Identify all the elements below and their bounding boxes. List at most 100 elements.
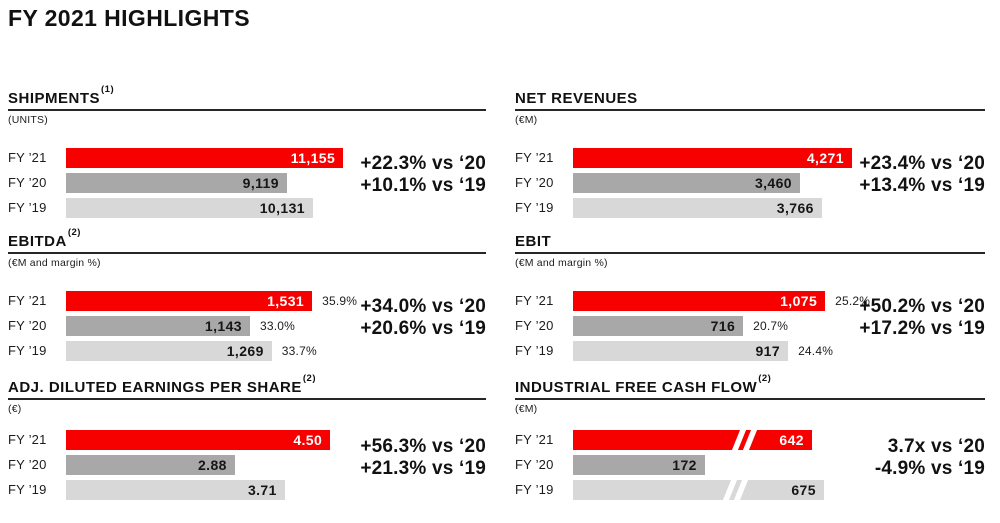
unit-label: (UNITS): [8, 114, 48, 126]
bar-value-label: 3,460: [754, 175, 792, 191]
year-label: FY ’21: [8, 293, 47, 308]
bar-chart: FY ’21 642 FY ’20 172 FY ’19 675: [515, 430, 985, 500]
delta-block: +56.3% vs ‘20 +21.3% vs ‘19: [360, 436, 486, 479]
bar-track: 675: [573, 480, 985, 500]
year-label: FY ’21: [515, 432, 554, 447]
bar-fy19: 675: [573, 480, 824, 500]
chart-row: FY ’21 1,075 25.2%: [515, 291, 985, 311]
bar-track: 716 20.7%: [573, 316, 985, 336]
section-net-revenues: NET REVENUES (€M) FY ’21 4,271 FY ’20 3,460…: [515, 88, 985, 223]
year-label: FY ’19: [515, 200, 554, 215]
bar-track: 2.88: [66, 455, 486, 475]
chart-row: FY ’20 9,119: [8, 173, 486, 193]
section-title-text: NET REVENUES: [515, 90, 638, 107]
bar-track: 172: [573, 455, 985, 475]
chart-row: FY ’19 10,131: [8, 198, 486, 218]
margin-percent-label: 33.0%: [259, 319, 295, 333]
unit-label: (€M): [515, 114, 538, 126]
delta-line: +17.2% vs ‘19: [859, 317, 985, 339]
bar-value-label: 4,271: [806, 150, 844, 166]
chart-row: FY ’19 1,269 33.7%: [8, 341, 486, 361]
section-title-text: ADJ. DILUTED EARNINGS PER SHARE: [8, 379, 302, 396]
section-ebitda: EBITDA(2) (€M and margin %) FY ’21 1,531 3…: [8, 227, 486, 366]
delta-line: +23.4% vs ‘20: [859, 153, 985, 174]
unit-label: (€): [8, 403, 22, 415]
year-label: FY ’19: [515, 343, 554, 358]
delta-line: 3.7x vs ‘20: [887, 436, 985, 457]
year-label: FY ’20: [515, 457, 554, 472]
section-title-text: INDUSTRIAL FREE CASH FLOW: [515, 379, 758, 396]
bar-fy21: 11,155: [66, 148, 344, 168]
bar-value-label: 675: [791, 482, 816, 498]
footnote-ref: (2): [67, 227, 81, 238]
chart-row: FY ’21 11,155: [8, 148, 486, 168]
chart-row: FY ’20 172: [515, 455, 985, 475]
delta-block: 3.7x vs ‘20 -4.9% vs ‘19: [875, 436, 985, 479]
section-adj-diluted-eps: ADJ. DILUTED EARNINGS PER SHARE(2) (€) F…: [8, 373, 486, 505]
margin-percent-label: 25.2%: [835, 294, 871, 308]
bar-chart: FY ’21 1,075 25.2% FY ’20 716 20.7% FY ’19 917 2…: [515, 291, 985, 361]
section-title-text: SHIPMENTS: [8, 90, 101, 107]
bar-fy19: 3,766: [573, 198, 822, 218]
section-title: SHIPMENTS(1): [8, 84, 486, 111]
chart-row: FY ’19 3,766: [515, 198, 985, 218]
chart-row: FY ’20 716 20.7%: [515, 316, 985, 336]
bar-chart: FY ’21 4,271 FY ’20 3,460 FY ’19 3,766: [515, 148, 985, 218]
page-title: FY 2021 HIGHLIGHTS: [8, 5, 250, 31]
unit-label: (€M and margin %): [8, 257, 101, 269]
bar-value-label: 10,131: [259, 200, 305, 216]
year-label: FY ’21: [8, 150, 47, 165]
bar-track: 9,119: [66, 173, 486, 193]
section-industrial-free-cash-flow: INDUSTRIAL FREE CASH FLOW(2) (€M) FY ’21…: [515, 373, 985, 505]
delta-line: +50.2% vs ‘20: [859, 296, 985, 317]
bar-value-label: 2.88: [197, 457, 227, 473]
footnote-ref: (1): [101, 84, 115, 95]
margin-percent-label: 20.7%: [753, 319, 789, 333]
year-label: FY ’20: [8, 457, 47, 472]
bar-fy21: 1,531: [66, 291, 313, 311]
bar-fy19: 1,269: [66, 341, 272, 361]
year-label: FY ’20: [515, 318, 554, 333]
bar-value-label: 172: [672, 457, 697, 473]
delta-line: +20.6% vs ‘19: [360, 317, 486, 339]
delta-line: +34.0% vs ‘20: [360, 296, 486, 317]
year-label: FY ’21: [515, 150, 554, 165]
delta-line: +22.3% vs ‘20: [360, 153, 486, 174]
bar-value-label: 1,269: [226, 343, 264, 359]
delta-block: +23.4% vs ‘20 +13.4% vs ‘19: [859, 153, 985, 196]
delta-line: +13.4% vs ‘19: [859, 174, 985, 196]
bar-track: 1,075 25.2%: [573, 291, 985, 311]
bar-fy19: 3.71: [66, 480, 285, 500]
section-title: NET REVENUES: [515, 88, 985, 111]
bar-fy21: 4,271: [573, 148, 852, 168]
delta-block: +34.0% vs ‘20 +20.6% vs ‘19: [360, 296, 486, 339]
bar-track: 10,131: [66, 198, 486, 218]
section-shipments: SHIPMENTS(1) (UNITS) FY ’21 11,155 FY ’20 9…: [8, 84, 486, 223]
bar-value-label: 11,155: [290, 150, 336, 166]
chart-row: FY ’19 3.71: [8, 480, 486, 500]
footnote-ref: (2): [758, 373, 772, 384]
bar-fy20: 716: [573, 316, 744, 336]
bar-value-label: 4.50: [293, 432, 323, 448]
bar-value-label: 917: [755, 343, 781, 359]
year-label: FY ’20: [8, 318, 47, 333]
bar-fy20: 9,119: [66, 173, 287, 193]
section-title: EBITDA(2): [8, 227, 486, 254]
footnote-ref: (2): [302, 373, 316, 384]
chart-row: FY ’21 4.50: [8, 430, 486, 450]
chart-row: FY ’21 1,531 35.9%: [8, 291, 486, 311]
bar-value-label: 1,075: [780, 293, 818, 309]
bar-track: 3.71: [66, 480, 486, 500]
bar-fy20: 1,143: [66, 316, 250, 336]
year-label: FY ’19: [8, 343, 47, 358]
year-label: FY ’21: [8, 432, 47, 447]
bar-fy19: 917: [573, 341, 789, 361]
bar-track: 1,531 35.9%: [66, 291, 486, 311]
bar-track: 4,271: [573, 148, 985, 168]
unit-label: (€M and margin %): [515, 257, 608, 269]
bar-value-label: 3.71: [247, 482, 277, 498]
year-label: FY ’19: [8, 200, 47, 215]
year-label: FY ’19: [8, 482, 47, 497]
bar-fy20: 3,460: [573, 173, 800, 193]
